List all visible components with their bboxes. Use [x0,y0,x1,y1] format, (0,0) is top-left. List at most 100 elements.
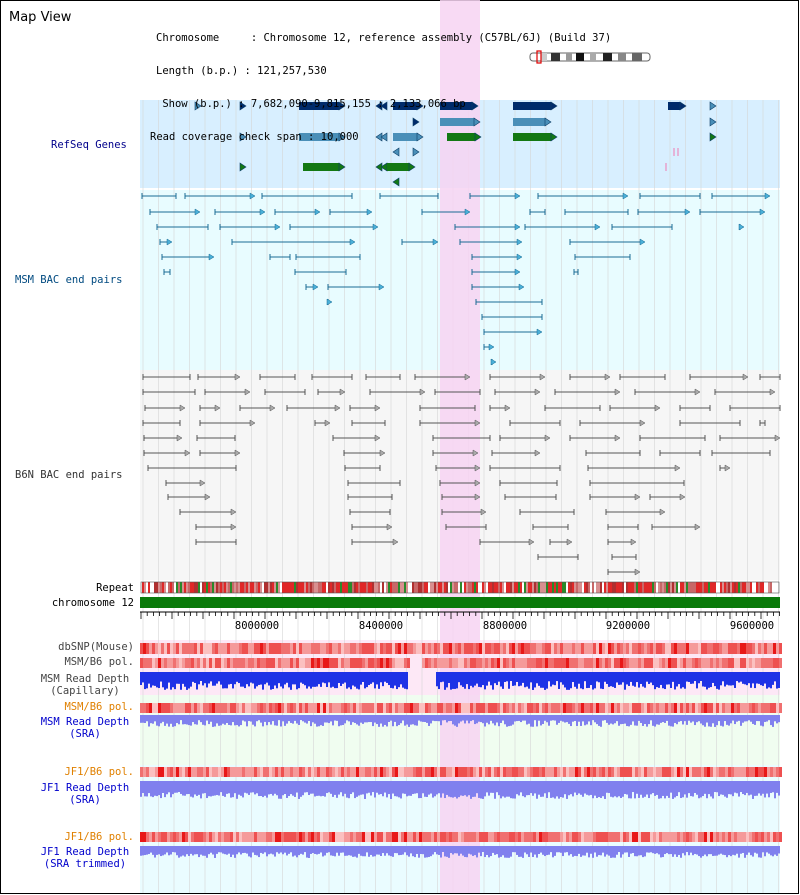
polymorphism-mark [584,767,587,777]
read-depth-bar [328,672,330,683]
read-depth-bar [346,715,348,721]
track-label-jf1-depth-trimmed[interactable]: JF1 Read Depth (SRA trimmed) [30,846,140,870]
read-depth-bar [520,846,522,857]
read-depth-bar [160,715,162,724]
read-depth-bar [274,715,276,726]
jf1-depth-trimmed-line1: JF1 Read Depth [40,846,130,858]
polymorphism-mark [332,658,335,668]
track-label-jf1-b6-pol-2[interactable]: JF1/B6 pol. [64,831,134,843]
track-label-msm-depth-capillary[interactable]: MSM Read Depth (Capillary) [30,673,140,697]
read-depth-bar [662,715,664,723]
read-depth-bar [498,715,500,727]
read-depth-bar [154,846,156,858]
polymorphism-mark [773,643,776,654]
read-depth-bar [278,715,280,721]
read-depth-bar [624,846,626,853]
polymorphism-mark [536,643,539,654]
polymorphism-mark [698,767,701,777]
repeat-mark [662,582,664,593]
track-label-msm-b6-pol-2[interactable]: MSM/B6 pol. [64,701,134,713]
polymorphism-mark [485,767,488,777]
read-depth-bar [620,715,622,725]
read-depth-bar [656,846,658,854]
read-depth-bar [282,715,284,722]
read-depth-bar [648,846,650,853]
read-depth-bar [392,672,394,689]
polymorphism-mark [413,703,416,713]
polymorphism-mark [308,767,311,777]
polymorphism-mark [650,767,653,777]
track-label-msm-bac[interactable]: MSM BAC end pairs [15,274,123,286]
repeat-mark [772,582,774,593]
track-label-refseq[interactable]: RefSeq Genes [51,139,127,151]
read-depth-bar [224,672,226,689]
polymorphism-mark [293,832,296,842]
track-label-repeat[interactable]: Repeat [96,582,134,594]
polymorphism-mark [503,658,506,668]
polymorphism-mark [524,703,527,713]
read-depth-bar [522,715,524,721]
track-label-msm-depth-sra[interactable]: MSM Read Depth (SRA) [30,716,140,740]
polymorphism-mark [296,767,299,777]
polymorphism-mark [557,658,560,668]
track-label-b6n-bac[interactable]: B6N BAC end pairs [15,469,123,481]
repeat-mark [650,582,652,593]
read-depth-bar [450,781,452,798]
read-depth-bar [214,846,216,858]
track-label-jf1-b6-pol-1[interactable]: JF1/B6 pol. [64,766,134,778]
bac-end-arrow [566,538,573,546]
read-depth-bar [680,715,682,722]
read-depth-bar [564,715,566,723]
repeat-mark [634,582,636,593]
polymorphism-mark [302,703,305,713]
repeat-mark [422,582,424,593]
polymorphism-mark [380,658,383,668]
polymorphism-mark [158,703,161,713]
read-depth-bar [544,781,546,794]
repeat-mark [218,582,220,593]
polymorphism-mark [233,658,236,668]
polymorphism-mark [752,643,755,654]
read-depth-bar [600,781,602,798]
polymorphism-mark [509,643,512,654]
polymorphism-mark [563,832,566,842]
polymorphism-mark [734,832,737,842]
read-depth-bar [544,846,546,857]
polymorphism-mark [170,658,173,668]
polymorphism-mark [338,643,341,654]
track-label-jf1-depth-sra[interactable]: JF1 Read Depth (SRA) [30,782,140,806]
repeat-track-border [140,581,780,594]
repeat-mark [734,582,736,593]
bac-end-arrow [674,464,681,472]
read-depth-bar [466,715,468,721]
read-depth-bar [210,781,212,797]
read-depth-bar [532,846,534,858]
polymorphism-mark [554,703,557,713]
repeat-mark [732,582,734,593]
polymorphism-mark [266,643,269,654]
track-label-msm-b6-pol-1[interactable]: MSM/B6 pol. [64,656,134,668]
bac-end-arrow [490,358,497,366]
read-depth-bar [580,715,582,726]
polymorphism-mark [752,832,755,842]
read-depth-bar [362,672,364,682]
read-depth-bar [686,781,688,798]
read-depth-bar [426,715,428,723]
read-depth-bar [752,781,754,799]
track-label-chromosome[interactable]: chromosome 12 [51,597,134,609]
polymorphism-mark [278,767,281,777]
read-depth-bar [308,781,310,796]
gene-arrow [412,147,420,157]
read-depth-bar [256,715,258,722]
read-depth-bar [722,672,724,682]
read-depth-bar [604,715,606,721]
read-depth-bar [516,672,518,682]
track-label-dbsnp[interactable]: dbSNP(Mouse) [58,641,134,653]
bac-end-arrow [474,493,481,501]
read-depth-bar [326,672,328,688]
repeat-mark [408,582,410,593]
read-depth-bar [474,715,476,725]
bac-end-arrow [230,508,237,516]
read-depth-bar [622,781,624,797]
